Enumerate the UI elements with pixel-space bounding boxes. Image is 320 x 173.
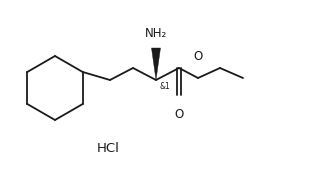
Text: HCl: HCl	[97, 142, 119, 154]
Text: O: O	[174, 108, 184, 121]
Polygon shape	[151, 48, 161, 80]
Text: &1: &1	[160, 82, 171, 91]
Text: O: O	[193, 50, 203, 63]
Text: NH₂: NH₂	[145, 27, 167, 40]
